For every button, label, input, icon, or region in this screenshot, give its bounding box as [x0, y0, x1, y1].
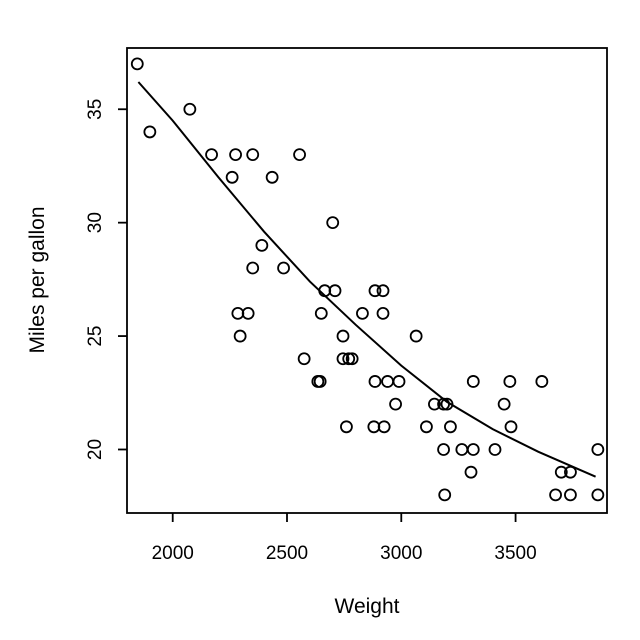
data-point: [205, 148, 218, 162]
data-point: [376, 284, 390, 298]
data-point: [336, 352, 350, 366]
data-point: [466, 375, 480, 388]
y-tick-label: 30: [85, 212, 106, 233]
data-point: [130, 57, 144, 71]
data-point: [420, 420, 433, 434]
data-point: [376, 306, 390, 320]
data-point: [428, 397, 441, 411]
data-point: [455, 443, 469, 456]
data-point: [464, 465, 478, 479]
x-tick-label: 2000: [152, 543, 194, 564]
data-point: [231, 306, 245, 320]
x-tick-label: 2500: [266, 543, 308, 564]
x-axis: 2000 2500 3000 3500: [152, 513, 537, 564]
data-point: [183, 102, 197, 116]
y-tick-label: 20: [85, 439, 106, 460]
data-point: [564, 488, 577, 502]
data-point: [554, 465, 568, 479]
data-point: [503, 375, 517, 388]
data-point: [368, 375, 382, 388]
data-point: [340, 420, 353, 434]
data-point: [246, 148, 260, 162]
data-point: [535, 375, 549, 388]
data-point: [241, 306, 255, 320]
data-point: [314, 306, 328, 320]
data-point: [345, 352, 359, 366]
data-point: [497, 397, 511, 411]
data-point: [381, 375, 394, 388]
data-point: [225, 170, 239, 184]
data-points: [130, 57, 605, 502]
y-tick-label: 35: [85, 99, 106, 120]
data-point: [265, 170, 279, 184]
data-point: [255, 238, 269, 252]
data-point: [368, 284, 382, 298]
y-axis-title: Miles per gallon: [26, 206, 49, 353]
data-point: [233, 329, 247, 343]
y-tick-label: 25: [85, 326, 106, 347]
data-point: [377, 420, 391, 434]
data-point: [277, 261, 290, 275]
data-point: [367, 420, 381, 434]
data-point: [229, 148, 242, 162]
data-point: [591, 488, 605, 502]
x-axis-title: Weight: [335, 595, 400, 618]
data-point: [466, 443, 480, 456]
data-point: [504, 420, 518, 434]
data-point: [444, 420, 457, 434]
y-axis: 20 25 30 35: [85, 99, 127, 460]
plot-frame: [126, 47, 608, 514]
data-point: [356, 306, 369, 320]
data-point: [549, 488, 562, 502]
data-point: [297, 352, 311, 366]
data-point: [326, 216, 340, 230]
data-point: [438, 488, 452, 502]
data-point: [389, 397, 402, 411]
x-tick-label: 3500: [494, 543, 536, 564]
data-point: [392, 375, 406, 388]
data-point: [143, 125, 157, 139]
data-point: [246, 261, 260, 275]
data-point: [328, 284, 342, 298]
data-point: [591, 443, 605, 456]
x-tick-label: 3000: [380, 543, 422, 564]
data-point: [336, 329, 350, 343]
data-point: [342, 352, 356, 366]
data-point: [437, 443, 450, 456]
data-point: [409, 329, 423, 343]
data-point: [488, 443, 502, 456]
trend-line: [137, 81, 596, 478]
data-point: [293, 148, 306, 162]
data-point: [313, 375, 327, 388]
